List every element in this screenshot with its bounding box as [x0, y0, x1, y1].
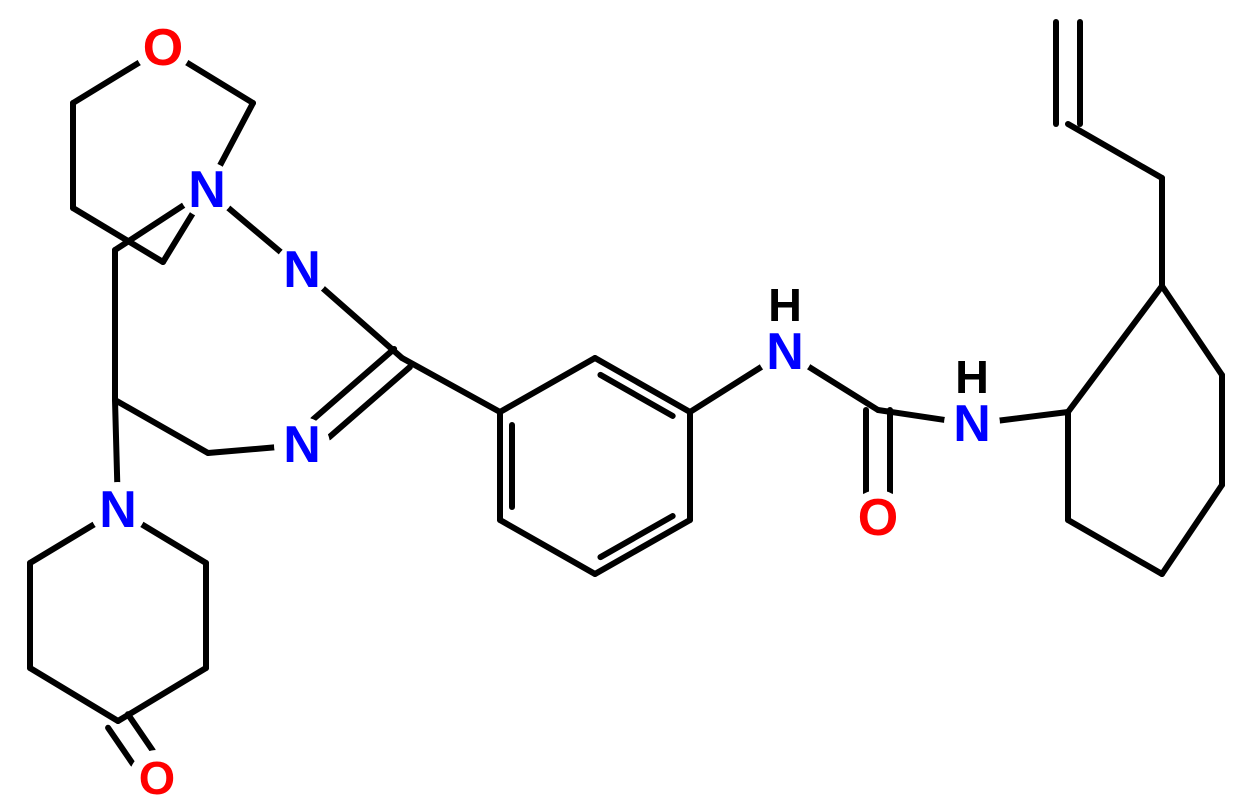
- svg-text:O: O: [858, 489, 898, 547]
- svg-text:N: N: [188, 161, 226, 219]
- svg-text:N: N: [283, 416, 321, 474]
- svg-text:O: O: [139, 752, 175, 802]
- svg-text:H: H: [768, 279, 802, 331]
- svg-text:H: H: [955, 351, 989, 403]
- svg-text:O: O: [143, 19, 183, 77]
- svg-text:N: N: [99, 481, 137, 539]
- svg-text:N: N: [953, 395, 991, 453]
- chemical-structure: ONNNNONHONH: [0, 0, 1254, 802]
- svg-text:N: N: [283, 241, 321, 299]
- svg-text:N: N: [766, 323, 804, 381]
